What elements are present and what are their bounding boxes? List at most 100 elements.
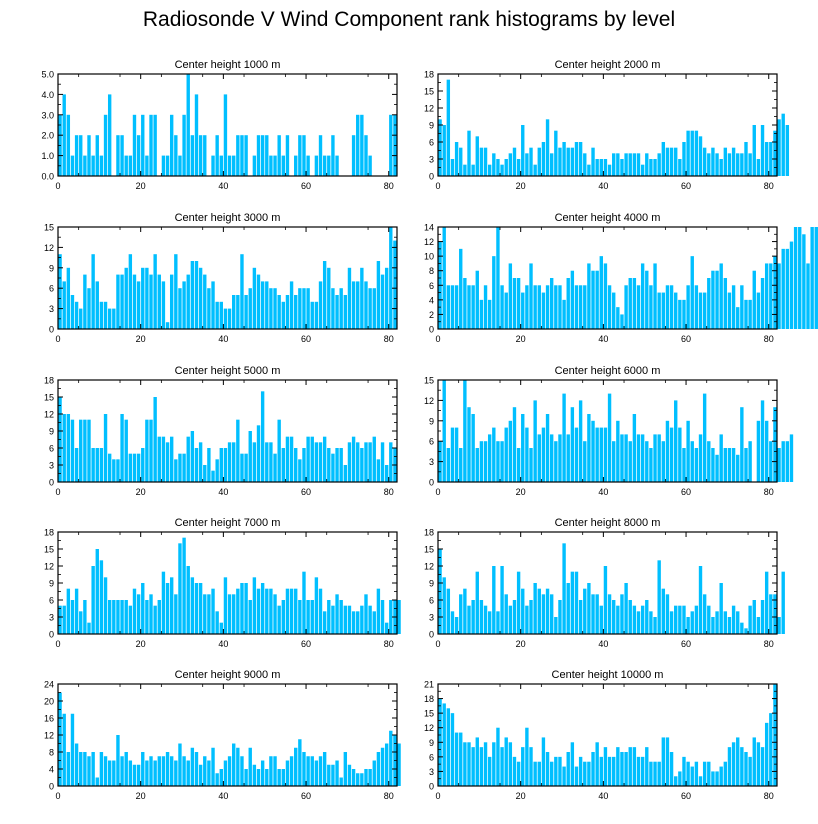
- bar: [298, 459, 302, 482]
- x-tick-label: 40: [218, 334, 228, 344]
- bar: [116, 600, 120, 634]
- bar: [178, 743, 182, 786]
- bar: [298, 600, 302, 634]
- bar: [487, 611, 492, 634]
- bar: [446, 708, 451, 786]
- bar: [657, 560, 661, 634]
- bar: [145, 267, 149, 329]
- y-tick-label: 18: [44, 528, 54, 538]
- bar: [186, 566, 190, 634]
- bar: [103, 114, 108, 176]
- bar: [471, 164, 475, 176]
- bar: [74, 301, 79, 329]
- bar: [612, 441, 616, 482]
- bar: [368, 288, 372, 329]
- bar: [322, 611, 327, 634]
- bar: [120, 135, 124, 176]
- bar: [145, 419, 149, 482]
- bar: [632, 605, 637, 634]
- bar: [364, 135, 368, 176]
- bar: [525, 427, 529, 482]
- bar: [764, 263, 769, 329]
- bar: [459, 248, 463, 329]
- bar: [198, 583, 203, 634]
- x-tick-label: 20: [136, 181, 146, 191]
- bar: [487, 299, 492, 329]
- bar: [306, 756, 310, 786]
- bar: [603, 566, 608, 634]
- bar: [442, 703, 446, 786]
- y-tick-label: 0.0: [41, 172, 54, 182]
- bar: [347, 764, 352, 786]
- bar: [269, 155, 273, 176]
- bar: [467, 605, 471, 634]
- y-tick-label: 0: [429, 478, 434, 488]
- bar: [298, 739, 302, 786]
- bar: [479, 441, 484, 482]
- bar: [124, 155, 128, 176]
- bar: [583, 761, 587, 786]
- y-tick-label: 6: [429, 437, 434, 447]
- bar: [781, 113, 785, 176]
- bar: [760, 400, 765, 482]
- bar: [149, 594, 153, 634]
- bar: [99, 301, 104, 329]
- bar: [194, 752, 199, 786]
- bar: [698, 776, 703, 786]
- y-tick-label: 8: [429, 266, 434, 276]
- bar: [124, 752, 128, 786]
- bar: [347, 442, 352, 482]
- x-tick-label: 0: [55, 639, 60, 649]
- bar: [616, 747, 620, 786]
- bar: [632, 747, 637, 786]
- bar: [87, 288, 91, 329]
- bar: [698, 566, 703, 634]
- bar: [372, 760, 376, 786]
- bar: [549, 594, 554, 634]
- bar: [174, 760, 178, 786]
- bar: [549, 153, 554, 176]
- panel-title: Center height 2000 m: [555, 59, 661, 71]
- bar: [302, 571, 306, 634]
- bar: [335, 760, 339, 786]
- bar: [698, 292, 703, 329]
- bar: [327, 267, 331, 329]
- x-tick-label: 60: [681, 334, 691, 344]
- bar: [95, 135, 99, 176]
- bar: [83, 752, 87, 786]
- bar: [570, 270, 575, 329]
- bar: [686, 285, 690, 329]
- bar: [389, 227, 393, 329]
- bar: [607, 594, 612, 634]
- y-tick-label: 3: [429, 155, 434, 165]
- bar: [558, 285, 562, 329]
- x-tick-label: 40: [598, 639, 608, 649]
- bar: [690, 441, 694, 482]
- bar: [232, 442, 236, 482]
- bar: [764, 142, 769, 176]
- x-tick-label: 0: [435, 487, 440, 497]
- y-tick-label: 18: [424, 70, 434, 80]
- bar: [578, 285, 583, 329]
- bar: [785, 125, 790, 176]
- bar: [116, 274, 120, 329]
- bar: [640, 605, 645, 634]
- bar: [294, 588, 298, 634]
- bar: [356, 773, 360, 786]
- bar: [640, 263, 645, 329]
- bar: [107, 600, 112, 634]
- bar: [302, 448, 306, 482]
- bar: [665, 147, 670, 176]
- bar: [595, 270, 599, 329]
- bar: [265, 135, 269, 176]
- bar: [87, 419, 91, 482]
- bar: [521, 588, 525, 634]
- bar: [149, 419, 153, 482]
- bar: [711, 147, 715, 176]
- bar: [389, 442, 393, 482]
- bar: [702, 393, 707, 482]
- panel-9: Center height 9000 m 0 4 8 12 16 20 24 0 20 40 60 80: [44, 669, 401, 801]
- bar: [240, 453, 244, 482]
- bar: [178, 543, 182, 634]
- panel-3: Center height 3000 m 0 3 6 9 12 15 0 20 40 60 80: [44, 212, 398, 344]
